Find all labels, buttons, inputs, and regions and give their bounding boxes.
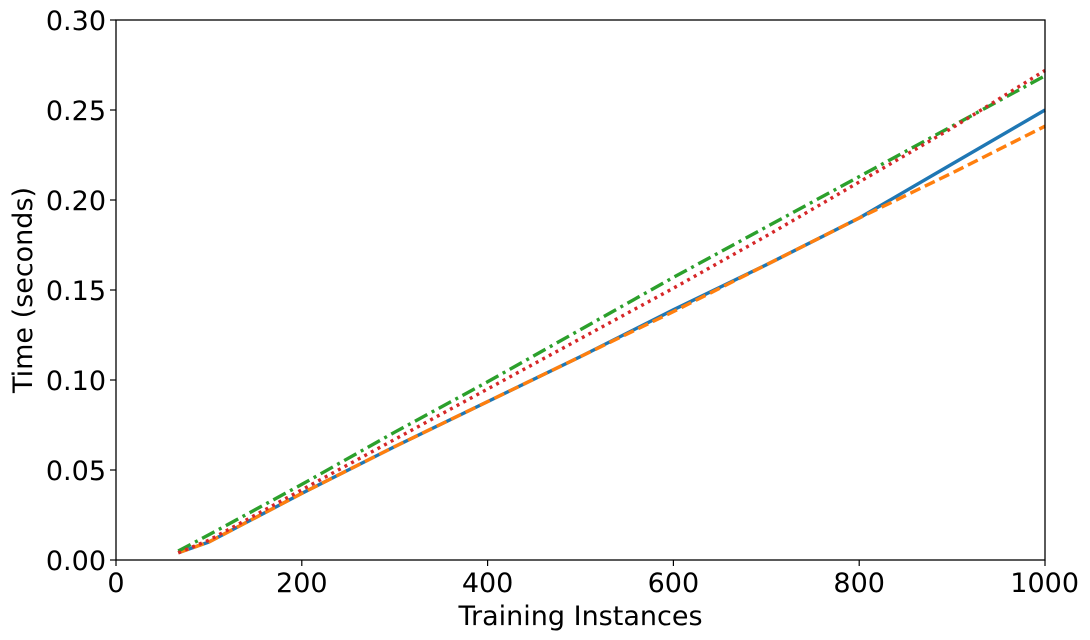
x-tick-label: 0	[107, 568, 124, 599]
x-axis-ticks: 0 200 400 600 800 1000	[107, 560, 1079, 599]
y-axis-title: Time (seconds)	[8, 187, 39, 394]
x-tick-label: 1000	[1010, 568, 1079, 599]
x-tick-label: 600	[648, 568, 700, 599]
x-tick-label: 200	[276, 568, 328, 599]
series-line-4	[177, 68, 1046, 555]
series-line-2	[177, 124, 1046, 555]
x-axis-title: Training Instances	[457, 601, 702, 632]
series-line-3	[177, 74, 1046, 553]
y-axis-ticks: 0.00 0.05 0.10 0.15 0.20 0.25 0.30	[46, 6, 116, 577]
y-tick-label: 0.25	[46, 96, 106, 127]
y-tick-label: 0.10	[46, 366, 106, 397]
series-line-1	[177, 108, 1046, 555]
y-tick-label: 0.20	[46, 186, 106, 217]
x-tick-label: 400	[462, 568, 514, 599]
plot-frame	[115, 19, 1046, 561]
series-layer	[177, 68, 1046, 555]
y-tick-label: 0.15	[46, 276, 106, 307]
x-tick-label: 800	[833, 568, 885, 599]
y-tick-label: 0.00	[46, 546, 106, 577]
y-tick-label: 0.05	[46, 456, 106, 487]
y-tick-label: 0.30	[46, 6, 106, 37]
